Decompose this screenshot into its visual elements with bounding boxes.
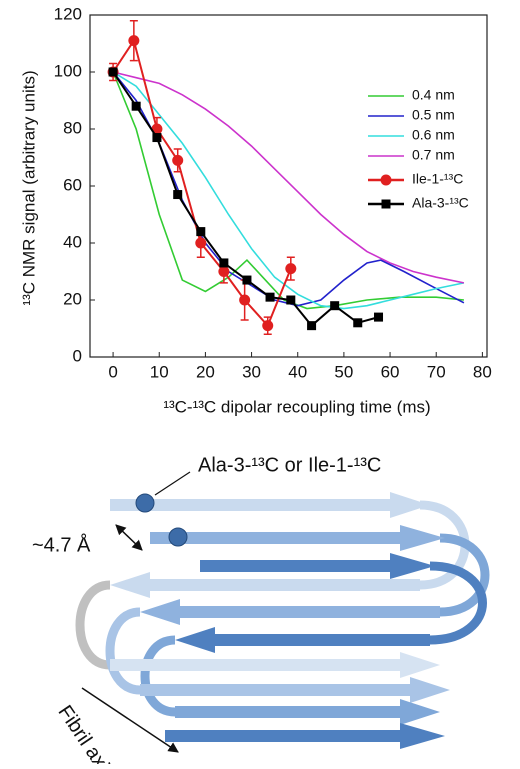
- data-point: [353, 318, 363, 328]
- x-tick-label: 20: [196, 362, 215, 381]
- data-point: [286, 295, 296, 305]
- y-tick-label: 100: [54, 61, 82, 80]
- series-line: [112, 38, 292, 328]
- axis-arrow: [81, 687, 179, 753]
- x-tick-label: 40: [288, 362, 307, 381]
- x-tick-label: 10: [150, 362, 169, 381]
- loop: [105, 607, 141, 695]
- legend-label: Ile-1-¹³C: [412, 171, 463, 187]
- strand: [110, 652, 440, 678]
- strand: [110, 572, 420, 598]
- data-point: [219, 258, 229, 268]
- strand: [140, 677, 450, 703]
- legend-label: 0.6 nm: [412, 127, 455, 143]
- data-point: [152, 133, 162, 143]
- strand: [150, 525, 445, 551]
- y-tick-label: 0: [73, 346, 82, 365]
- distance-arrow: [115, 524, 143, 551]
- data-point: [196, 227, 206, 237]
- series-line: [112, 71, 465, 310]
- distance-text: ~4.7 Å: [32, 533, 91, 556]
- data-point: [285, 263, 297, 275]
- label-text: Ala-3-¹³C or Ile-1-¹³C: [198, 454, 381, 476]
- label-site: [168, 527, 188, 547]
- x-tick-label: 50: [334, 362, 353, 381]
- leader-line: [154, 471, 191, 496]
- y-tick-label: 40: [63, 232, 82, 251]
- strand: [165, 723, 445, 749]
- data-point: [239, 294, 251, 306]
- y-tick-label: 80: [63, 118, 82, 137]
- fibril-diagram: [75, 471, 490, 753]
- strand: [175, 627, 430, 653]
- series-line: [112, 71, 465, 284]
- data-point: [265, 292, 275, 302]
- data-point: [374, 312, 384, 322]
- label-site: [135, 493, 155, 513]
- loop: [140, 635, 176, 717]
- data-point: [242, 275, 252, 285]
- data-point: [262, 320, 274, 332]
- loop: [75, 580, 111, 670]
- data-point: [128, 35, 140, 47]
- legend-marker: [381, 199, 391, 209]
- data-point: [218, 266, 230, 277]
- loop: [439, 533, 490, 617]
- x-tick-label: 30: [242, 362, 261, 381]
- data-point: [173, 190, 183, 200]
- legend-label: 0.5 nm: [412, 107, 455, 123]
- series-line: [112, 71, 465, 310]
- strand: [200, 553, 435, 579]
- data-point: [195, 237, 207, 249]
- legend-label: 0.7 nm: [412, 147, 455, 163]
- y-axis-label: ¹³C NMR signal (arbitrary units): [19, 70, 38, 305]
- x-tick-label: 70: [427, 362, 446, 381]
- x-axis-label: ¹³C-¹³C dipolar recoupling time (ms): [163, 397, 430, 416]
- data-point: [330, 301, 340, 311]
- data-point: [108, 67, 118, 77]
- y-tick-label: 60: [63, 175, 82, 194]
- data-point: [131, 101, 141, 111]
- data-point: [307, 321, 317, 331]
- data-point: [172, 154, 184, 166]
- strand: [140, 599, 440, 625]
- legend-label: Ala-3-¹³C: [412, 195, 469, 211]
- strand: [175, 699, 440, 725]
- y-tick-label: 120: [54, 4, 82, 23]
- legend-label: 0.4 nm: [412, 87, 455, 103]
- legend-marker: [380, 174, 392, 186]
- x-tick-label: 0: [108, 362, 117, 381]
- series-line: [112, 71, 465, 307]
- loop: [429, 561, 487, 645]
- x-tick-label: 80: [473, 362, 492, 381]
- axis-text: Fibril axis: [53, 701, 118, 764]
- x-tick-label: 60: [381, 362, 400, 381]
- y-tick-label: 20: [63, 289, 82, 308]
- strand: [110, 492, 430, 518]
